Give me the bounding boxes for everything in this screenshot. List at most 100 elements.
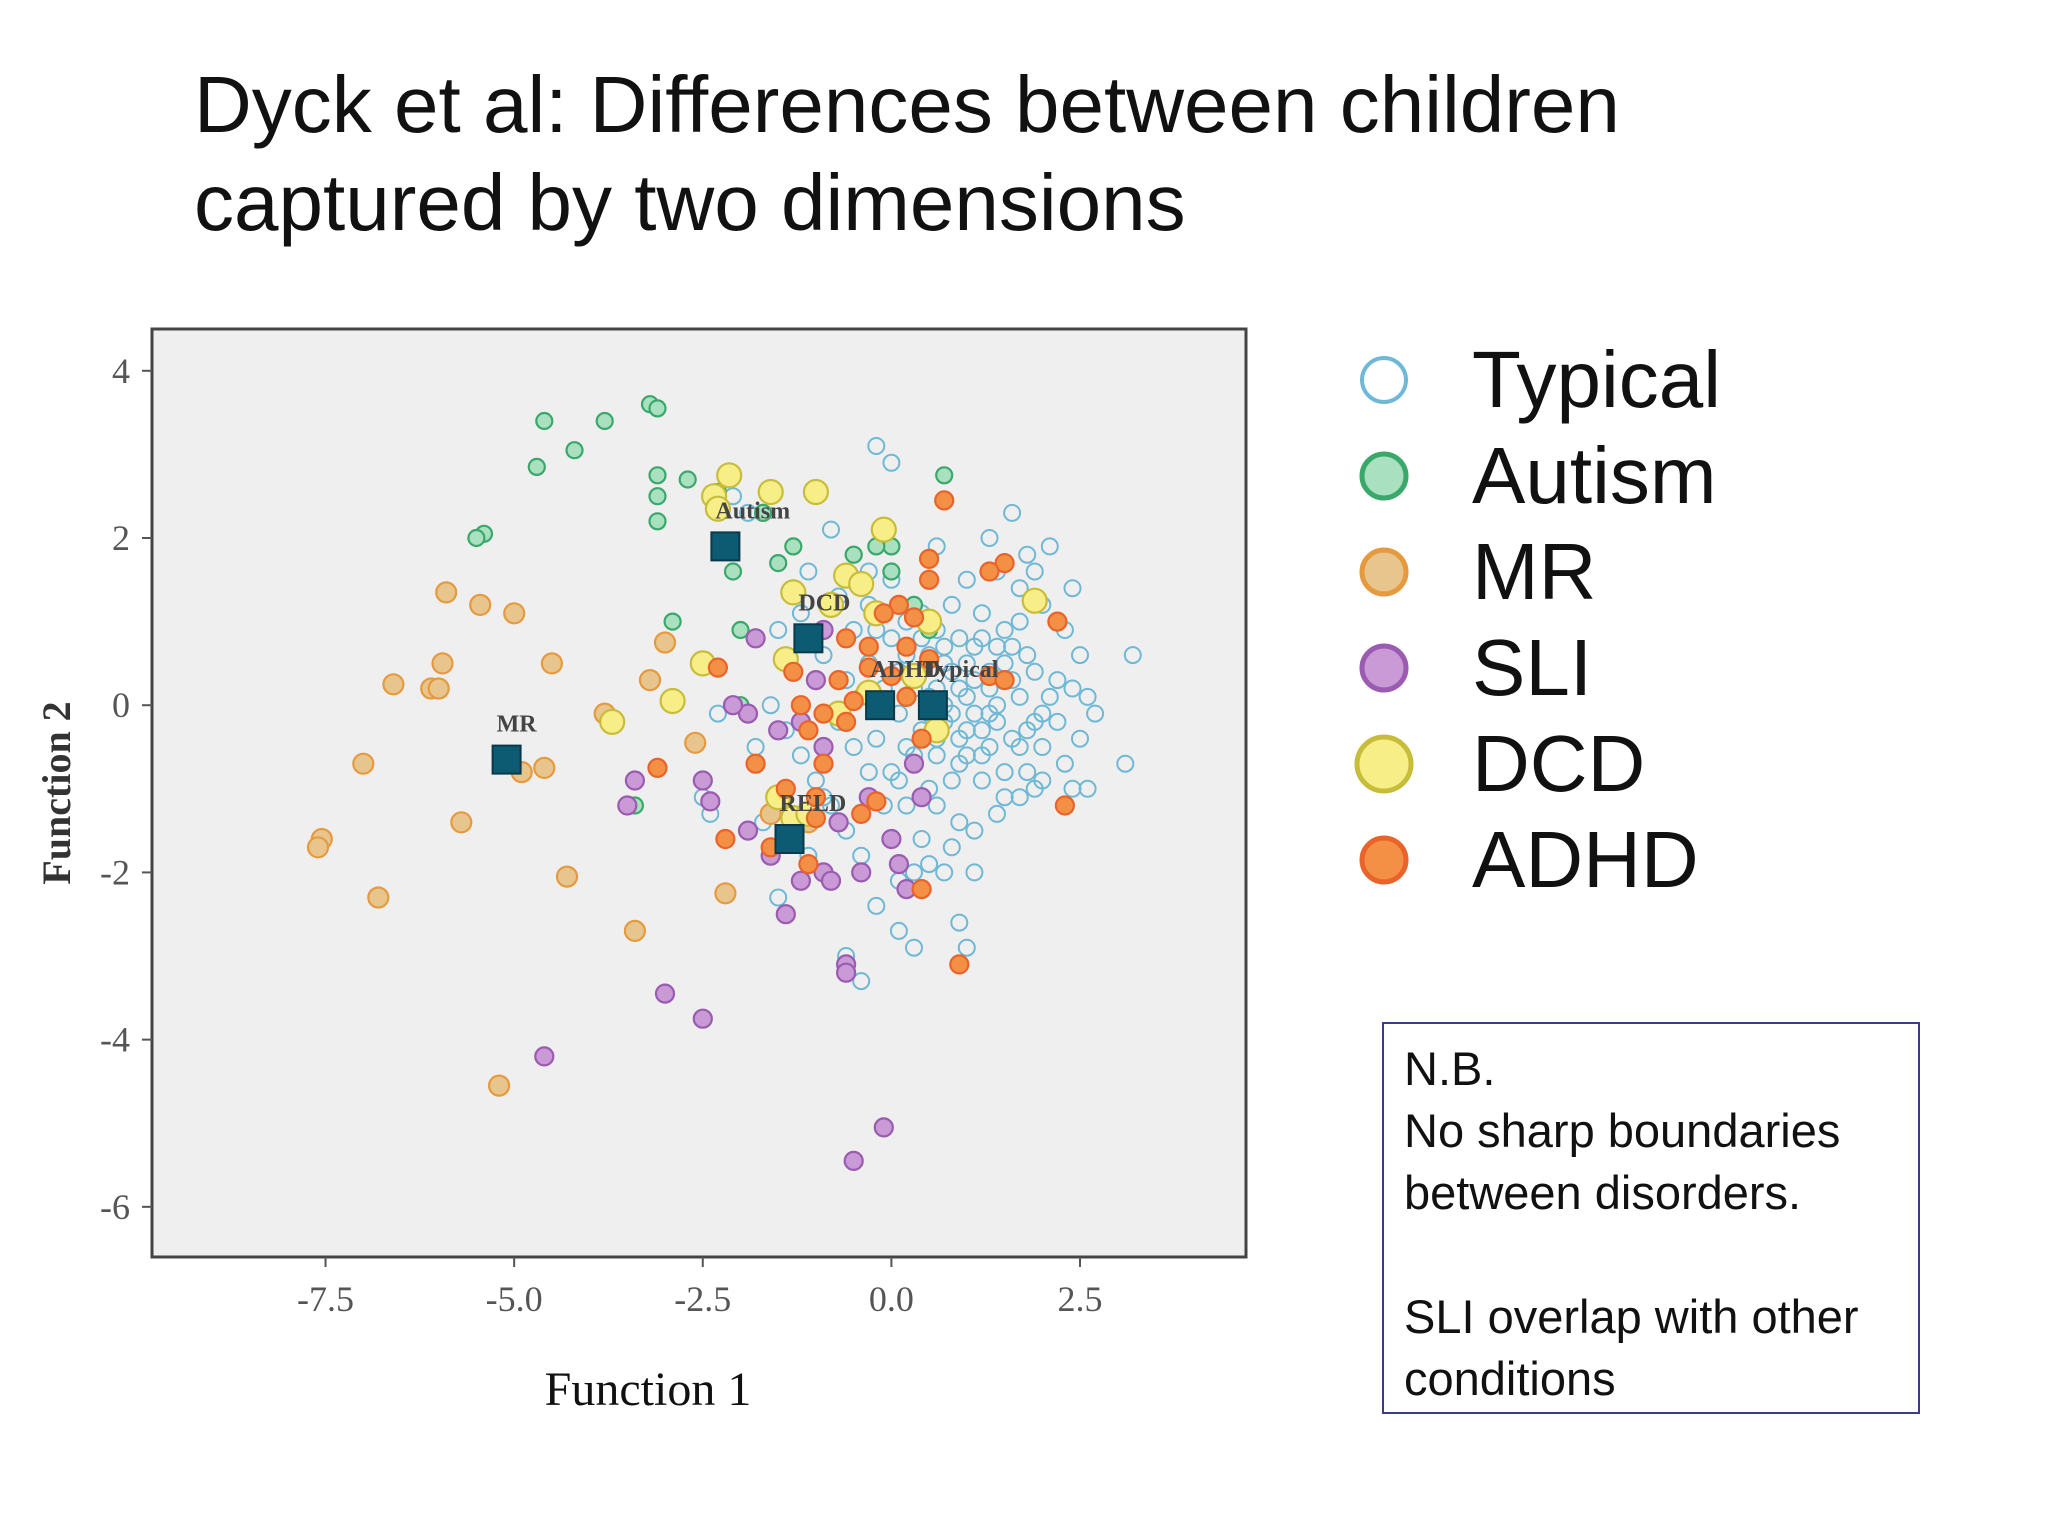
typical-point — [799, 562, 818, 581]
adhd-point — [934, 490, 955, 511]
typical-point — [791, 746, 810, 765]
sli-point — [617, 795, 638, 816]
typical-point — [859, 763, 878, 782]
centroid-label: RELD — [780, 791, 847, 817]
centroid-label: DCD — [798, 590, 850, 616]
adhd-point — [790, 695, 812, 716]
autism-point — [678, 470, 697, 489]
typical-point — [1018, 646, 1037, 665]
typical-point — [950, 754, 969, 773]
adhd-point — [835, 628, 857, 649]
sli-point — [534, 1046, 555, 1067]
mr-point — [427, 677, 450, 700]
adhd-point — [918, 649, 940, 670]
adhd-point — [775, 778, 796, 799]
dcd-point — [599, 708, 626, 736]
centroid-label: Typical — [923, 657, 999, 683]
typical-point — [972, 771, 991, 790]
sli-point — [805, 669, 827, 691]
adhd-point — [828, 669, 849, 691]
sli-point — [768, 720, 789, 741]
y-tick-label: 2 — [112, 518, 130, 558]
centroid-label: MR — [497, 712, 538, 738]
adhd-point — [858, 657, 879, 678]
typical-point — [882, 453, 901, 472]
typical-point — [905, 938, 923, 957]
typical-point — [988, 637, 1006, 656]
adhd-point — [911, 878, 932, 900]
typical-point — [1048, 671, 1067, 690]
plot-area — [150, 327, 1248, 1259]
adhd-point — [903, 607, 925, 628]
legend-item-autism: Autism — [1340, 428, 1721, 524]
typical-point — [950, 629, 969, 648]
typical-point — [988, 804, 1006, 823]
adhd-point — [866, 791, 887, 812]
sli-point — [851, 862, 872, 883]
typical-point — [1055, 754, 1074, 773]
note-heading: N.B. — [1404, 1042, 1496, 1095]
typical-point — [920, 855, 939, 874]
typical-point — [1033, 704, 1052, 723]
dcd-point — [848, 570, 875, 598]
adhd-point — [888, 594, 910, 616]
adhd-point — [979, 561, 1000, 582]
typical-point — [1086, 704, 1105, 723]
typical-point — [1048, 712, 1067, 731]
autism-point — [535, 411, 554, 431]
x-axis-title: Function 1 — [545, 1363, 752, 1416]
adhd-point — [813, 703, 834, 724]
typical-point — [942, 595, 961, 614]
legend-label: Typical — [1472, 335, 1721, 424]
note-spacer — [1404, 1224, 1898, 1286]
series-autism — [467, 395, 954, 815]
legend-item-typical: Typical — [1340, 332, 1721, 428]
adhd-point — [994, 669, 1015, 691]
note-line-3: SLI overlap with other — [1404, 1290, 1859, 1343]
adhd-point — [1054, 795, 1076, 816]
autism-point — [663, 612, 682, 631]
typical-point — [1071, 729, 1089, 748]
sli-point — [654, 983, 676, 1004]
typical-point — [1078, 687, 1097, 706]
autism-point — [467, 528, 486, 548]
typical-point — [1123, 646, 1142, 665]
autism-point — [723, 562, 743, 581]
dcd-point — [659, 687, 686, 715]
mr-point — [623, 919, 647, 943]
typical-point — [889, 771, 908, 790]
legend-label: SLI — [1472, 623, 1593, 712]
centroid-marker — [774, 824, 805, 854]
adhd-point — [881, 665, 902, 687]
typical-point — [882, 629, 901, 648]
typical-point — [935, 637, 954, 656]
sli-point — [903, 753, 925, 774]
sli-point — [692, 1008, 713, 1029]
typical-point — [927, 796, 946, 815]
centroid-label: Autism — [715, 498, 790, 524]
adhd-point — [798, 720, 819, 741]
typical-point — [972, 604, 991, 623]
typical-point — [897, 738, 916, 756]
adhd-point — [949, 954, 970, 975]
typical-point — [852, 972, 871, 991]
mr-point — [382, 673, 405, 696]
typical-point — [1040, 687, 1059, 706]
autism-point — [648, 487, 667, 506]
autism-point — [882, 562, 901, 581]
autism-point — [648, 512, 667, 531]
sli-point — [881, 828, 902, 850]
autism-point — [753, 503, 773, 523]
dcd-point — [817, 591, 845, 619]
x-tick-label: 0.0 — [869, 1279, 914, 1319]
mr-point — [503, 602, 526, 625]
sli-point — [843, 1150, 864, 1172]
legend-marker-icon — [1354, 638, 1414, 698]
typical-point — [708, 704, 727, 723]
typical-point — [1018, 721, 1037, 740]
slide-title: Dyck et al: Differences between children… — [194, 56, 1754, 252]
title-line-1: Dyck et al: Differences between children — [194, 60, 1620, 149]
typical-point — [897, 796, 916, 815]
autism-point — [595, 411, 614, 431]
